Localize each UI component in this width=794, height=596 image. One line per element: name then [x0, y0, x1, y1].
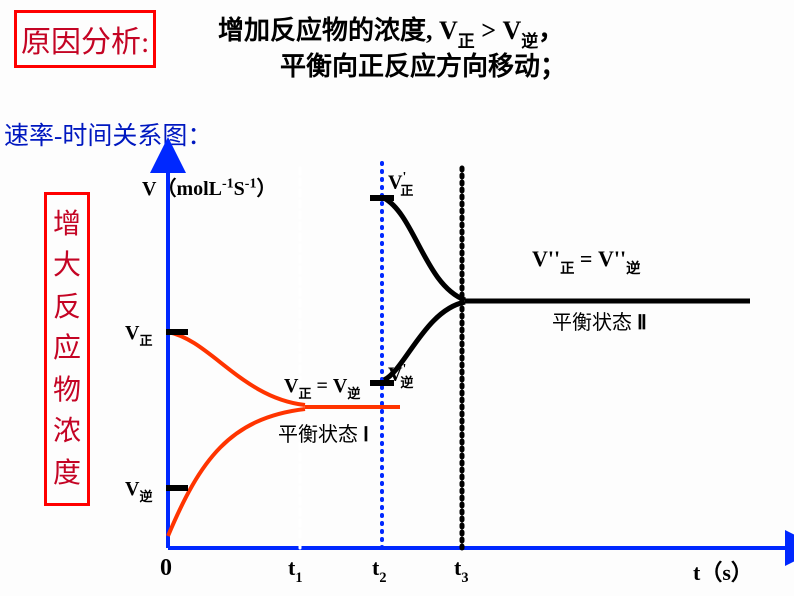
sidebar-box: 增大反应物浓度 [44, 192, 90, 506]
eq1-rates-label: V正 = V逆 [284, 375, 360, 401]
subtitle-part-f: ， [538, 16, 564, 45]
v-fwd-label: V正 [125, 322, 152, 348]
sidebar-text: 增大反应物浓度 [53, 204, 81, 494]
v-rev-label: V逆 [125, 478, 152, 504]
vp-fwd-label: V'正 [388, 170, 413, 198]
subtitle-part-a: 增加反应物的浓度, [218, 16, 439, 45]
eq2-rates-label: V''正 = V''逆 [532, 246, 640, 276]
t2-label: t2 [372, 555, 386, 585]
subtitle-part-d: > V [475, 16, 522, 45]
vp-rev-label: V'逆 [388, 362, 413, 390]
title-box-text: 原因分析: [21, 26, 149, 59]
t3-label: t3 [454, 555, 468, 585]
subtitle-line2: 平衡向正反应方向移动； [280, 46, 566, 83]
origin-label: 0 [160, 555, 172, 582]
eq1-state-label: 平衡状态 Ⅰ [278, 418, 369, 447]
x-axis-label: t（s） [693, 555, 753, 587]
rate-time-chart [0, 0, 794, 596]
t1-label: t1 [288, 555, 302, 585]
subtitle-line1: 增加反应物的浓度, V正 > V逆， [218, 10, 564, 50]
subheading: 速率-时间关系图： [4, 116, 212, 152]
title-box: 原因分析: [14, 10, 156, 68]
subtitle-part-b: V [439, 16, 458, 45]
eq2-state-label: 平衡状态 Ⅱ [552, 306, 647, 335]
y-axis-label: V（molL-1S-1） [142, 172, 276, 201]
